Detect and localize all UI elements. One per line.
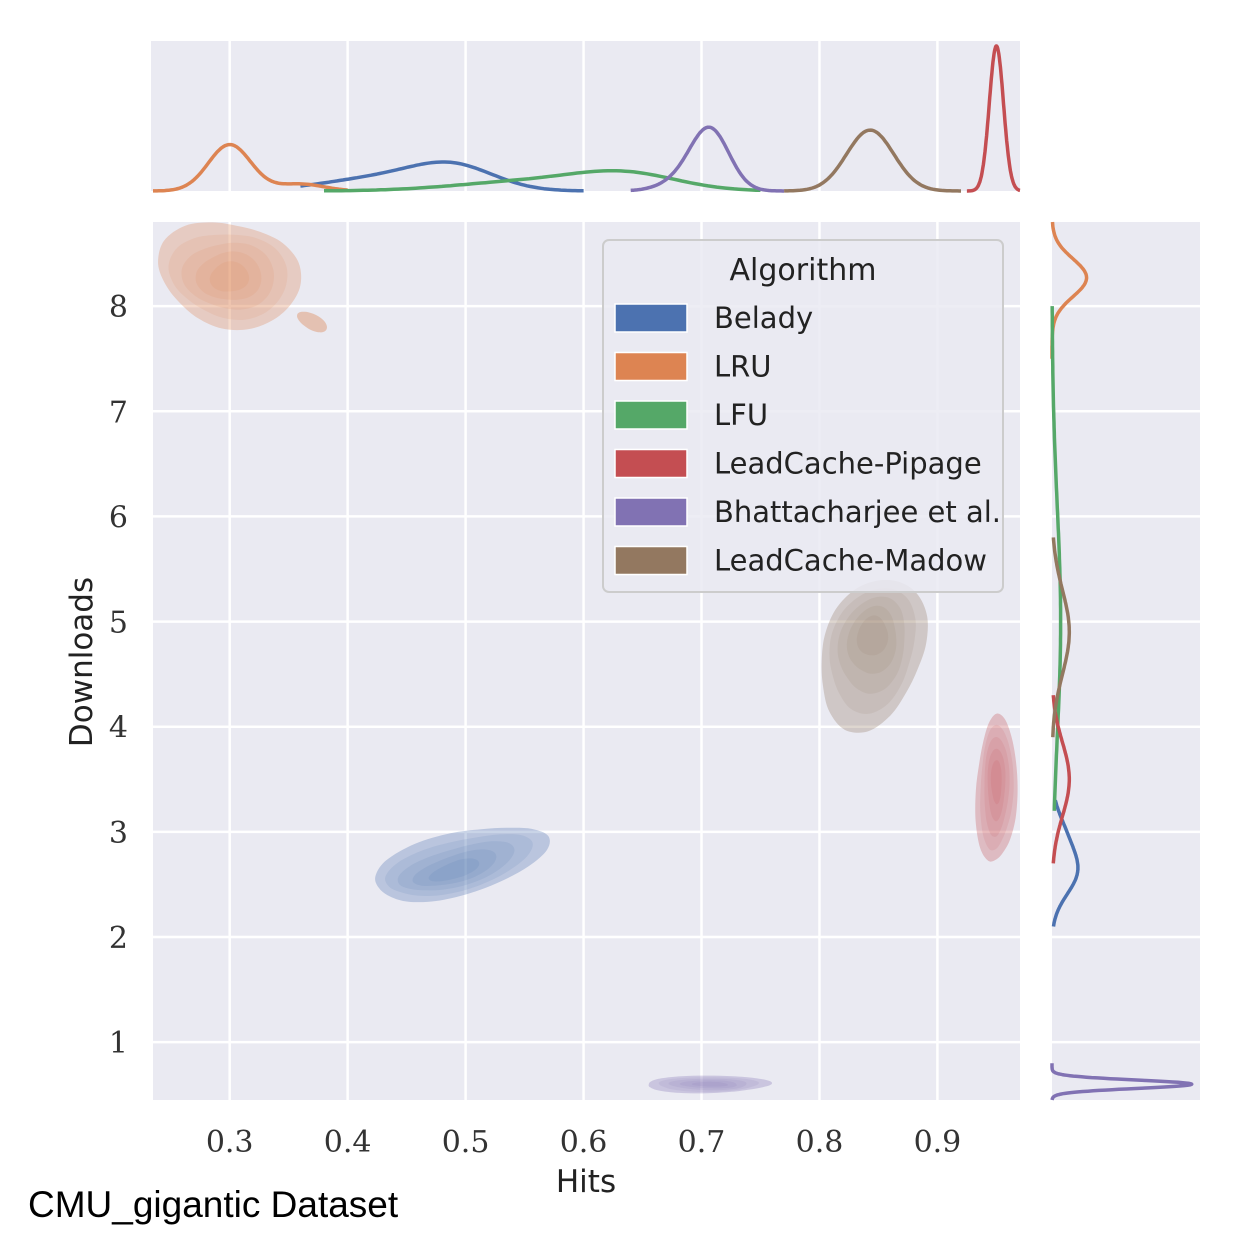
y-tick-label: 5 bbox=[109, 606, 128, 641]
x-tick-label: 0.4 bbox=[324, 1125, 372, 1160]
leadcache-pipage-kde-contour bbox=[987, 748, 1006, 822]
lru-kde-contour bbox=[158, 222, 302, 331]
x-tick-label: 0.7 bbox=[678, 1125, 726, 1160]
x-tick-label: 0.8 bbox=[796, 1125, 844, 1160]
legend-entries: Belady LRU LFU LeadCache-Pipage Bhattacharje… bbox=[614, 301, 1001, 578]
y-tick-label: 8 bbox=[109, 290, 128, 325]
leadcache-madow-legend-label: LeadCache-Madow bbox=[714, 544, 987, 578]
top-marginal-background bbox=[151, 41, 1020, 191]
legend-title: Algorithm bbox=[730, 253, 877, 288]
bhattacharjee-et-al-x-density-curve bbox=[630, 125, 785, 193]
belady-kde-contour bbox=[375, 827, 550, 903]
leadcache-madow-kde-contour bbox=[846, 605, 897, 674]
leadcache-pipage-kde-contour bbox=[975, 713, 1018, 862]
right-marginal-curves bbox=[1050, 221, 1194, 1102]
leadcache-madow-kde-contour bbox=[837, 596, 905, 694]
x-tick-label: 0.3 bbox=[206, 1125, 254, 1160]
y-tick-label: 4 bbox=[109, 711, 128, 746]
lfu-legend-swatch bbox=[614, 400, 688, 430]
lru-legend-swatch bbox=[614, 351, 688, 382]
y-tick-label: 3 bbox=[109, 816, 128, 851]
bhattacharjee-et-al-kde-contour bbox=[691, 1081, 729, 1087]
leadcache-pipage-legend-swatch bbox=[614, 448, 688, 479]
belady-x-density-curve bbox=[300, 160, 584, 193]
lru-kde-contour bbox=[195, 251, 262, 300]
bhattacharjee-et-al-kde-contour bbox=[658, 1077, 759, 1092]
y-tick-label: 1 bbox=[109, 1026, 128, 1061]
leadcache-pipage-x-density-curve bbox=[965, 44, 1022, 193]
right-marginal-background bbox=[1052, 222, 1200, 1100]
bhattacharjee-et-al-legend-label: Bhattacharjee et al. bbox=[714, 495, 1001, 529]
leadcache-pipage-y-density-curve bbox=[1051, 695, 1072, 864]
belady-kde-contour bbox=[385, 834, 533, 896]
leadcache-pipage-kde-contour bbox=[980, 724, 1014, 851]
belady-legend-label: Belady bbox=[714, 301, 813, 335]
bhattacharjee-et-al-legend-swatch bbox=[614, 497, 688, 527]
x-tick-label: 0.5 bbox=[442, 1125, 490, 1160]
lru-kde-contour bbox=[181, 242, 274, 310]
legend-frame bbox=[602, 239, 1004, 593]
lfu-x-density-curve bbox=[324, 168, 761, 193]
kde-contours bbox=[158, 222, 1018, 1094]
y-tick-label: 7 bbox=[109, 395, 128, 430]
leadcache-madow-kde-contour bbox=[856, 615, 889, 656]
belady-kde-contour bbox=[397, 841, 515, 891]
leadcache-madow-x-density-curve bbox=[784, 128, 962, 193]
leadcache-madow-legend-swatch bbox=[614, 545, 688, 576]
dataset-caption: CMU_gigantic Dataset bbox=[28, 1184, 399, 1225]
belady-kde-contour bbox=[428, 858, 480, 882]
bhattacharjee-et-al-kde-contour bbox=[679, 1080, 737, 1089]
belady-legend-swatch bbox=[614, 303, 688, 333]
leadcache-madow-kde-contour bbox=[829, 588, 916, 714]
top-marginal-curves bbox=[153, 44, 1022, 193]
leadcache-madow-kde-contour bbox=[821, 579, 928, 733]
y-tick-label: 2 bbox=[109, 921, 128, 956]
legend: Algorithm Belady LRU LFU LeadCache-Pipage Bh… bbox=[602, 239, 1004, 593]
bhattacharjee-et-al-y-density-curve bbox=[1050, 1061, 1194, 1102]
bhattacharjee-et-al-kde-contour bbox=[648, 1075, 773, 1094]
y-tick-label: 6 bbox=[109, 500, 128, 535]
x-tick-label: 0.9 bbox=[914, 1125, 962, 1160]
lru-kde-contour bbox=[168, 234, 288, 320]
leadcache-pipage-kde-contour bbox=[990, 760, 1002, 805]
x-tick-label: 0.6 bbox=[560, 1125, 608, 1160]
tick-labels: 0.3 0.4 0.5 0.6 0.7 0.8 0.9 1 2 3 4 5 6 7 8 bbox=[109, 290, 961, 1160]
lru-kde-contour bbox=[209, 261, 250, 292]
lru-secondary-kde-contour bbox=[297, 311, 327, 333]
belady-kde-contour bbox=[412, 849, 497, 886]
lru-x-density-curve bbox=[153, 142, 348, 193]
lfu-legend-label: LFU bbox=[714, 398, 768, 432]
y-axis-title: Downloads bbox=[64, 577, 100, 747]
leadcache-pipage-kde-contour bbox=[984, 737, 1010, 837]
lru-legend-label: LRU bbox=[714, 350, 772, 384]
x-axis-title: Hits bbox=[556, 1164, 616, 1200]
leadcache-pipage-legend-label: LeadCache-Pipage bbox=[714, 447, 982, 481]
bhattacharjee-et-al-kde-contour bbox=[668, 1078, 747, 1091]
leadcache-madow-y-density-curve bbox=[1051, 537, 1072, 738]
